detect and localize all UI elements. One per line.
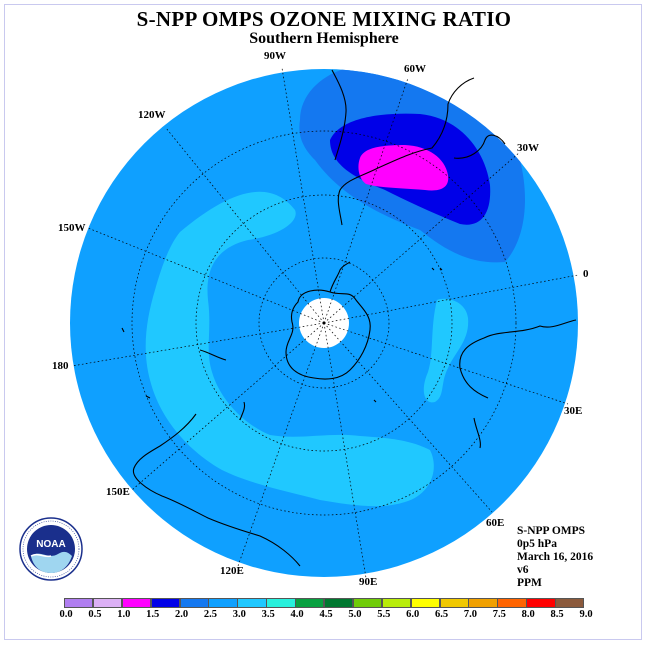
- meridian-90e: [323, 322, 367, 579]
- colorbar-tick-label: 5.0: [348, 609, 362, 620]
- lon-label-150e: 150E: [106, 486, 130, 498]
- lon-label-90e: 90E: [359, 576, 378, 588]
- frame-border: [4, 4, 642, 640]
- colorbar-tick-label: 7.5: [492, 609, 506, 620]
- colorbar-tick-label: 6.5: [434, 609, 449, 620]
- info-version: v6: [517, 564, 529, 576]
- meridian-90w: [281, 67, 325, 324]
- meridian-120e: [237, 322, 325, 567]
- lon-label-60e: 60E: [486, 517, 505, 529]
- lon-label-30w: 30W: [517, 142, 539, 154]
- colorbar-swatch: [324, 598, 354, 608]
- colorbar-swatch: [468, 598, 498, 608]
- meridian-30w: [323, 151, 521, 324]
- lon-label-120w: 120W: [138, 109, 166, 121]
- noaa-logo: NOAA: [19, 517, 83, 581]
- info-date: March 16, 2016: [517, 551, 594, 563]
- colorbar-tick-label: 8.5: [550, 609, 564, 620]
- colorbar-swatch: [381, 598, 412, 608]
- lat-circle-30s: [131, 130, 517, 516]
- south-america-coast: [331, 69, 475, 226]
- colorbar-tick-label: 4.0: [290, 609, 304, 620]
- lon-label-180: 180: [52, 360, 69, 372]
- colorbar-swatch: [439, 598, 469, 608]
- colorbar-swatch: [237, 598, 267, 608]
- info-instrument: S-NPP OMPS: [517, 525, 586, 537]
- field-3p0-3p5: [145, 191, 469, 507]
- colorbar-tick-label: 3.5: [261, 609, 275, 620]
- colorbar-tick-label: 0.5: [88, 609, 102, 620]
- colorbar-tick-label: 1.5: [146, 609, 160, 620]
- colorbar-tick-label: 7.0: [463, 609, 477, 620]
- graticule: [71, 67, 579, 579]
- colorbar-tick-label: 1.0: [117, 609, 131, 620]
- colorbar-tick-label: 8.0: [521, 609, 535, 620]
- page-subtitle: Southern Hemisphere: [249, 30, 399, 47]
- sub-antarctic-isles: [121, 267, 443, 403]
- meridian-0: [323, 274, 579, 324]
- colorbar-swatch: [150, 598, 181, 608]
- antarctic-peninsula: [329, 261, 351, 293]
- antarctica-coast: [285, 289, 371, 380]
- south-america-east: [453, 134, 506, 159]
- lon-label-0: 0: [583, 268, 589, 280]
- colorbar-tick-label: 2.0: [174, 609, 189, 620]
- coastlines: [121, 69, 577, 567]
- meridian-150w: [87, 227, 325, 324]
- lon-label-150w: 150W: [58, 222, 86, 234]
- info-units: PPM: [517, 577, 542, 589]
- colorbar-swatch: [497, 598, 527, 608]
- colorbar: [64, 598, 585, 608]
- meridian-60w: [323, 77, 409, 324]
- lon-label-60w: 60W: [404, 63, 426, 75]
- colorbar-tick-label: 2.5: [203, 609, 217, 620]
- colorbar-swatch: [295, 598, 325, 608]
- logo-text: NOAA: [36, 539, 65, 550]
- colorbar-tick-label: 9.0: [579, 609, 593, 620]
- lon-label-30e: 30E: [564, 405, 583, 417]
- colorbar-swatch: [410, 598, 441, 608]
- info-block: S-NPP OMPS 0p5 hPa March 16, 2016 v6 PPM: [517, 525, 593, 590]
- lat-circle-50s: [195, 194, 453, 452]
- africa-coast: [459, 319, 577, 449]
- colorbar-tick-label: 3.0: [232, 609, 246, 620]
- meridian-30e: [323, 322, 569, 405]
- lon-label-90w: 90W: [264, 50, 286, 62]
- colorbar-tick-label: 6.0: [406, 609, 420, 620]
- colorbar-swatch: [266, 598, 296, 608]
- meridian-150e: [131, 322, 325, 491]
- colorbar-tick-label: 0.0: [59, 609, 73, 620]
- meridian-180: [71, 322, 325, 367]
- colorbar-swatch: [555, 598, 585, 608]
- colorbar-swatch: [121, 598, 152, 608]
- colorbar-swatch: [64, 598, 94, 608]
- page-title: S-NPP OMPS OZONE MIXING RATIO: [136, 7, 512, 31]
- info-level: 0p5 hPa: [517, 538, 557, 550]
- colorbar-swatch: [92, 598, 123, 608]
- colorbar-swatch: [208, 598, 238, 608]
- colorbar-tick-label: 4.5: [319, 609, 333, 620]
- colorbar-swatch: [352, 598, 383, 608]
- australia-coast: [132, 413, 301, 567]
- colorbar-swatch: [526, 598, 556, 608]
- lat-circle-70s: [258, 257, 390, 389]
- new-zealand: [199, 349, 246, 421]
- colorbar-tick-label: 5.5: [377, 609, 391, 620]
- lon-label-120e: 120E: [220, 565, 244, 577]
- meridian-120w: [165, 127, 325, 324]
- colorbar-swatch: [179, 598, 209, 608]
